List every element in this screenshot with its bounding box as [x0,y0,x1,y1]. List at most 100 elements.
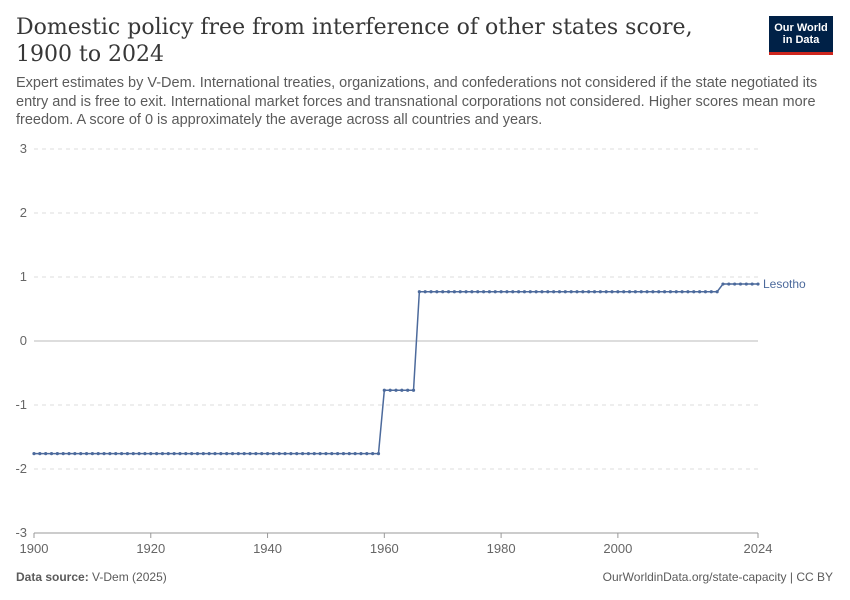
data-point [49,452,54,456]
data-point [365,452,369,456]
data-point [84,452,89,456]
data-point [61,452,65,456]
y-tick-label: 0 [20,333,27,348]
data-point [102,452,106,456]
data-point [633,290,637,294]
data-point [662,290,667,294]
data-point [458,290,462,294]
data-point [709,290,713,294]
x-tick-label: 1920 [136,541,165,556]
data-point [581,290,585,294]
data-point [254,452,258,456]
y-tick-label: 2 [20,205,27,220]
data-point [657,290,661,294]
data-point [540,290,544,294]
x-tick-label: 1960 [370,541,399,556]
data-point [324,452,328,456]
data-point [166,452,170,456]
data-point [155,452,159,456]
data-point [55,452,59,456]
data-point [692,290,696,294]
data-point [44,452,48,456]
data-point [587,290,591,294]
chart-subtitle: Expert estimates by V-Dem. International… [16,75,818,128]
data-point [330,452,334,456]
data-point [289,452,293,456]
data-point [476,290,480,294]
y-tick-label: 1 [20,269,27,284]
owid-logo[interactable]: Our World in Data [769,16,833,55]
data-point [627,290,632,294]
data-point [446,290,451,294]
data-point [522,290,527,294]
data-point [686,290,690,294]
data-point [721,282,725,286]
data-source-label: Data source: [16,570,89,584]
data-point [715,290,719,294]
data-point [207,452,211,456]
data-source-value[interactable]: V-Dem (2025) [92,570,167,584]
data-point [639,290,643,294]
data-point [435,290,439,294]
data-point [668,290,673,294]
x-tick-label: 1980 [487,541,516,556]
data-point [300,452,305,456]
data-point [230,452,235,456]
data-point [195,452,200,456]
data-point [73,452,77,456]
data-point [598,290,602,294]
data-point [616,290,620,294]
data-point [417,290,421,294]
data-source: Data source: V-Dem (2025) [16,570,167,584]
data-point [733,282,737,286]
data-point [347,452,351,456]
data-point [505,290,509,294]
series-label-lesotho[interactable]: Lesotho [763,277,806,291]
x-tick-label: 1940 [253,541,282,556]
y-tick-label: 3 [20,141,27,156]
data-point [283,452,287,456]
data-point [610,290,614,294]
grid-lines [34,148,758,470]
data-point [674,290,678,294]
data-point [137,452,141,456]
data-point [318,452,322,456]
data-point [114,452,118,456]
data-point [376,452,381,456]
series-line-lesotho[interactable] [34,283,758,455]
y-tick-label: -1 [15,397,27,412]
data-point [464,290,468,294]
data-point [487,290,492,294]
data-point [359,452,363,456]
series-group: Lesotho [32,277,806,456]
data-point [131,452,135,456]
data-point [411,388,416,392]
data-point [481,290,486,294]
data-point [552,290,556,294]
data-point [557,290,562,294]
data-point [546,290,550,294]
data-point [260,452,264,456]
data-point [499,290,503,294]
data-point [219,452,223,456]
x-tick-label: 1900 [20,541,49,556]
data-point [96,452,100,456]
data-point [312,452,316,456]
data-point [201,452,205,456]
data-point [680,290,684,294]
footer-link[interactable]: OurWorldinData.org/state-capacity | CC B… [602,570,833,584]
data-point [67,452,71,456]
data-point [265,452,270,456]
x-tick-label: 2000 [603,541,632,556]
data-point [225,452,229,456]
data-point [406,388,410,392]
data-point [277,452,281,456]
data-point [248,452,252,456]
data-point [592,290,597,294]
data-point [341,452,346,456]
data-point [493,290,497,294]
data-point [534,290,538,294]
data-point [178,452,182,456]
data-point [651,290,655,294]
